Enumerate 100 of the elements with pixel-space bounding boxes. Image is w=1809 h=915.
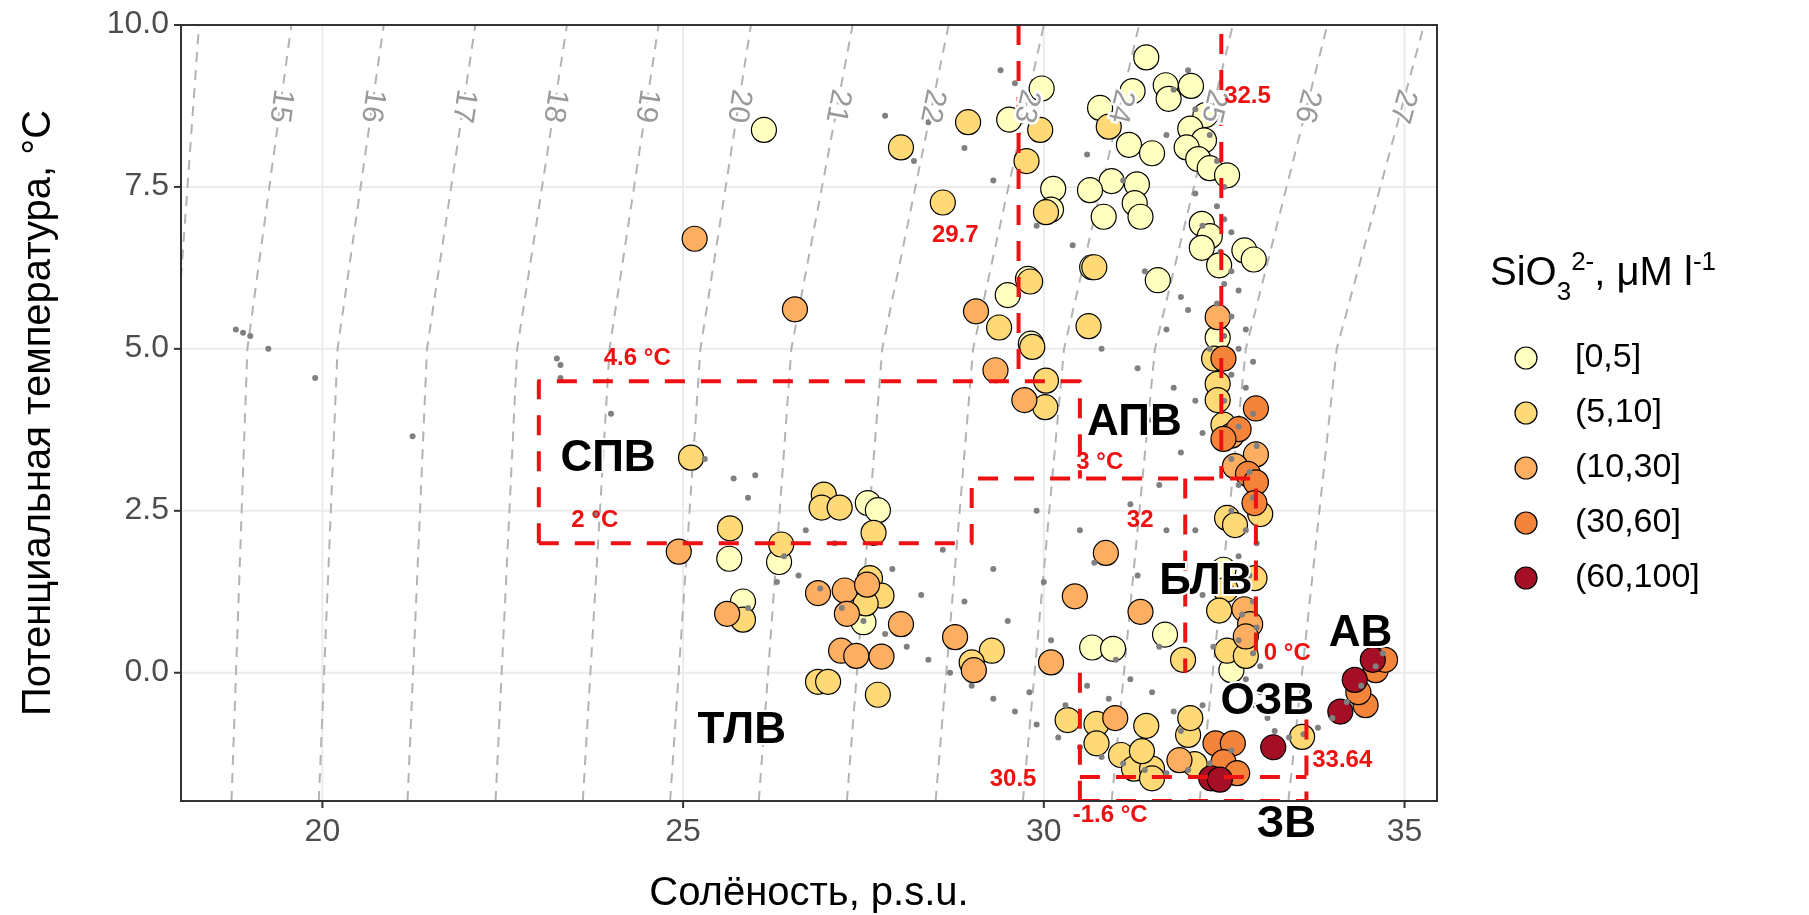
point — [1155, 85, 1182, 112]
legend-label: (30,60] — [1575, 500, 1681, 539]
y-tick-label: 5.0 — [124, 328, 169, 365]
text: 22 — [915, 86, 955, 127]
legend-title: SiO$_{3}$$^{2-}$, μM l$^{-1}$ — [1490, 246, 1716, 306]
point — [1260, 734, 1287, 761]
point — [1144, 267, 1171, 294]
point — [1011, 386, 1038, 414]
point — [1166, 747, 1193, 774]
point — [1102, 704, 1129, 732]
point — [1213, 162, 1241, 189]
point — [1032, 367, 1060, 394]
text: 21 — [820, 86, 860, 126]
point — [978, 637, 1005, 664]
point — [1133, 44, 1160, 71]
point — [1032, 394, 1059, 421]
annotation: 0 °C — [1263, 637, 1311, 665]
point — [1188, 234, 1215, 261]
text: 16 — [356, 87, 394, 126]
text: 15 — [264, 87, 302, 126]
annotation: 2 °C — [571, 504, 619, 532]
point — [677, 444, 705, 471]
point — [853, 571, 881, 598]
point — [887, 134, 915, 161]
point — [1115, 131, 1143, 158]
point — [954, 109, 982, 136]
legend-label: [0,5] — [1575, 335, 1642, 374]
point — [887, 611, 915, 638]
text: 24 — [1102, 86, 1143, 127]
point — [815, 668, 842, 695]
point — [960, 657, 987, 684]
legend-label: (5,10] — [1575, 390, 1662, 429]
point — [982, 357, 1009, 384]
point — [804, 579, 832, 607]
point — [1133, 712, 1160, 739]
point — [986, 314, 1013, 341]
y-tick-label: 7.5 — [124, 166, 169, 203]
text: 26 — [1289, 86, 1330, 127]
annotation: 4.6 °C — [603, 342, 671, 370]
point — [1327, 698, 1354, 725]
annotation: 33.64 — [1312, 744, 1373, 772]
point — [716, 545, 743, 572]
point — [1206, 597, 1233, 624]
point — [1127, 203, 1154, 230]
point — [941, 624, 969, 651]
point — [1090, 203, 1117, 230]
point — [714, 600, 741, 627]
x-tick-label: 25 — [665, 812, 701, 848]
point — [1076, 177, 1104, 204]
point — [1098, 168, 1125, 195]
point — [1013, 147, 1040, 175]
point — [1240, 246, 1267, 273]
annotation: 29.7 — [932, 219, 979, 247]
point — [1177, 704, 1204, 732]
point — [1127, 598, 1154, 625]
text: 20 — [721, 87, 760, 126]
text: 27 — [1384, 86, 1425, 128]
point — [962, 298, 990, 325]
point — [1151, 621, 1179, 648]
point — [1040, 175, 1067, 202]
point — [781, 296, 809, 323]
point — [1242, 395, 1270, 422]
point — [1206, 766, 1233, 793]
x-tick-label: 35 — [1386, 812, 1423, 848]
annotation: -1.6 °C — [1072, 799, 1148, 827]
y-tick-label: 10.0 — [106, 4, 169, 41]
annotation: СПВ — [560, 430, 656, 480]
point — [833, 600, 860, 627]
point — [826, 494, 853, 521]
legend-label: (10,30] — [1575, 445, 1681, 484]
point — [1128, 738, 1156, 765]
text: 18 — [538, 87, 576, 126]
point — [1037, 649, 1065, 676]
point — [1054, 706, 1081, 734]
point — [864, 681, 891, 708]
point — [1341, 666, 1368, 693]
y-tick-label: 2.5 — [124, 490, 169, 527]
annotation: 3 °C — [1076, 446, 1124, 474]
point — [864, 497, 891, 524]
text: 19 — [630, 87, 668, 126]
point — [716, 515, 744, 542]
annotation: АПВ — [1087, 394, 1182, 444]
point — [831, 577, 858, 604]
point — [681, 225, 708, 252]
point — [994, 282, 1021, 309]
point — [1092, 539, 1119, 567]
y-tick-label: 0.0 — [124, 652, 169, 689]
annotation: ЗВ — [1256, 796, 1316, 846]
point — [1221, 511, 1249, 539]
point — [1359, 646, 1386, 673]
text: 17 — [447, 87, 485, 126]
x-tick-label: 30 — [1026, 812, 1062, 848]
legend-label: (60,100] — [1575, 555, 1700, 594]
text: 23 — [1008, 86, 1049, 127]
point — [1138, 140, 1166, 167]
point — [1204, 304, 1231, 331]
annotation: ТЛВ — [697, 702, 786, 752]
point — [1061, 583, 1088, 610]
annotation: 30.5 — [989, 763, 1037, 791]
x-tick-label: 20 — [304, 812, 341, 848]
